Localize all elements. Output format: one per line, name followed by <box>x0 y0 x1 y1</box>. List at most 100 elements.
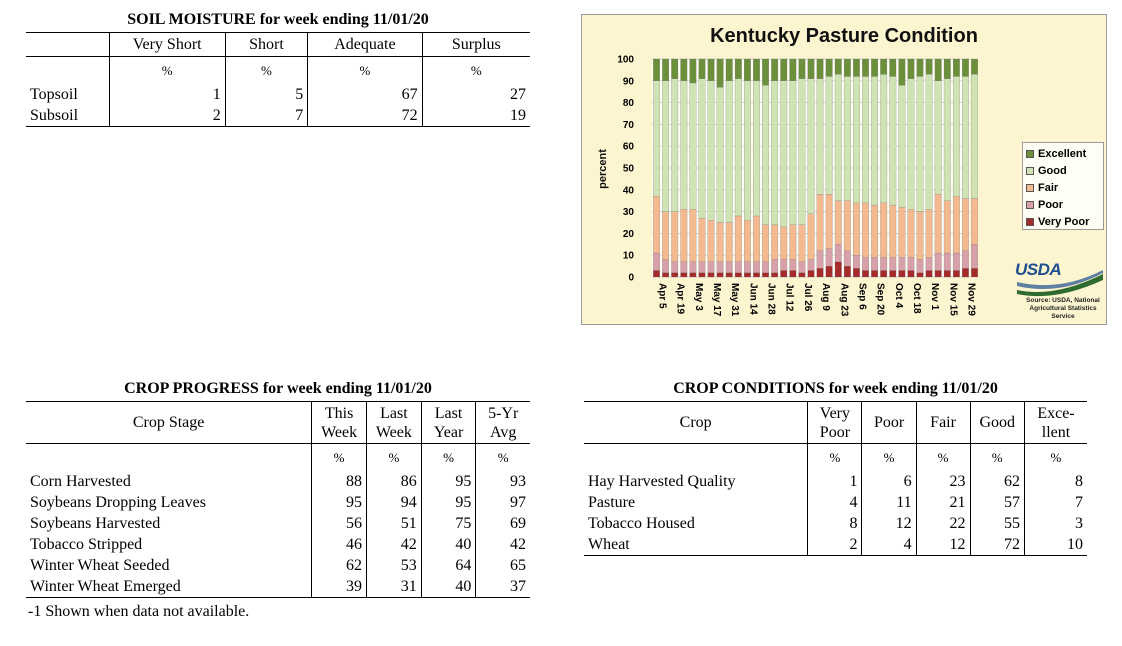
bar-segment-excellent <box>671 58 679 79</box>
cell-value: 94 <box>365 492 422 514</box>
bar-segment-excellent <box>816 58 824 79</box>
bar-segment-fair <box>816 194 824 251</box>
row-label: Topsoil <box>30 86 78 103</box>
bar-segment-excellent <box>880 58 888 75</box>
chart-ylabel: percent <box>597 149 609 189</box>
y-tick-label: 90 <box>623 76 635 87</box>
row-label: Pasture <box>588 494 636 511</box>
table-row: Winter Wheat Emerged 39 31 40 37 <box>26 576 530 598</box>
bar-segment-good <box>889 76 897 206</box>
bar-segment-fair <box>771 224 779 260</box>
x-tick-label: Nov 1 <box>929 283 940 311</box>
bar-segment-poor <box>862 257 869 271</box>
bar-segment-good <box>971 74 978 199</box>
table-row: Corn Harvested 88 86 95 93 <box>26 471 530 493</box>
bar-segment-good <box>871 76 878 206</box>
cell-value: 62 <box>969 471 1025 493</box>
bar-segment-very-poor <box>780 270 788 278</box>
bar-segment-good <box>934 80 942 195</box>
unit-label: % <box>1023 443 1087 472</box>
chart-canvas: Kentucky Pasture Condition percent 0 10 20… <box>597 25 978 317</box>
unit-label: % <box>311 443 367 472</box>
bar-segment-fair <box>762 224 769 262</box>
bar-segment-very-poor <box>798 272 806 278</box>
bar-segment-very-poor <box>689 272 697 278</box>
bar-segment-very-poor <box>889 270 897 278</box>
bar-segment-poor <box>925 257 933 271</box>
bar-segment-very-poor <box>853 268 860 278</box>
bar-segment-very-poor <box>862 270 869 278</box>
bar-segment-fair <box>871 204 878 258</box>
cell-value: 56 <box>311 513 367 535</box>
bar-segment-poor <box>744 261 751 273</box>
bar-segment-fair <box>907 209 915 258</box>
table-row: Wheat 2 4 12 72 10 <box>584 534 1087 556</box>
bar-segment-excellent <box>907 58 915 79</box>
crop-stage-header: Crop Stage <box>132 414 205 431</box>
header-very-poor: Very Poor <box>807 401 862 444</box>
bar-segment-poor <box>798 261 806 273</box>
bar-segment-good <box>762 85 769 225</box>
bar-segment-fair <box>753 215 760 262</box>
legend-swatch <box>1026 200 1034 209</box>
bar-segment-poor <box>771 259 779 273</box>
bar-segment-fair <box>689 209 697 262</box>
table-row: Tobacco Housed 8 12 22 55 3 <box>584 513 1087 535</box>
bar-segment-very-poor <box>753 272 760 278</box>
bar-segment-good <box>952 76 960 197</box>
y-tick-label: 0 <box>628 273 634 284</box>
bar-segment-poor <box>907 257 915 271</box>
bar-segment-excellent <box>834 58 842 75</box>
bar-segment-good <box>771 80 779 225</box>
bar-segment-good <box>716 87 724 223</box>
footnote: -1 Shown when data not available. <box>28 603 250 620</box>
cell-value: 12 <box>915 534 971 556</box>
x-tick-label: May 17 <box>711 283 722 317</box>
bar-segment-good <box>680 80 688 210</box>
bar-segment-excellent <box>889 58 897 77</box>
cell-value: 42 <box>365 534 422 556</box>
bar-segment-poor <box>780 259 788 271</box>
cell-value: 65 <box>475 555 530 577</box>
y-tick-label: 70 <box>623 120 635 131</box>
bar-segment-fair <box>671 211 679 262</box>
row-label: Soybeans Harvested <box>30 515 161 532</box>
bar-segment-fair <box>789 224 797 260</box>
bar-segment-very-poor <box>807 270 815 278</box>
cell-value: 53 <box>365 555 422 577</box>
header-fair: Fair <box>915 401 971 444</box>
bar-segment-very-poor <box>725 272 733 278</box>
crop-progress-section: CROP PROGRESS for week ending 11/01/20 C… <box>26 379 530 621</box>
header-last-year: Last Year <box>420 401 476 444</box>
cell-value: 31 <box>365 576 422 598</box>
bar-segment-poor <box>807 259 815 271</box>
cell-value: 95 <box>420 492 476 514</box>
bar-segment-very-poor <box>762 272 769 278</box>
row-label: Winter Wheat Seeded <box>30 557 170 574</box>
header-very-short: Very Short <box>108 32 226 57</box>
bar-segment-very-poor <box>943 270 951 278</box>
cell-value: 12 <box>861 513 917 535</box>
bar-segment-poor <box>825 248 833 267</box>
bar-segment-fair <box>834 200 842 245</box>
usda-source: Source: USDA, National Agricultural Stat… <box>1026 297 1100 320</box>
bar-segment-very-poor <box>871 270 878 278</box>
cell-value: 8 <box>807 513 862 535</box>
unit-label: % <box>365 443 422 472</box>
bar-segment-poor <box>962 250 969 269</box>
table-row: Tobacco Stripped 46 42 40 42 <box>26 534 530 556</box>
bar-segment-fair <box>825 194 833 249</box>
bar-segment-poor <box>716 261 724 273</box>
bar-segment-very-poor <box>825 265 833 278</box>
legend-label: Excellent <box>1038 147 1087 160</box>
cell-value: 75 <box>420 513 476 535</box>
cell-value: 69 <box>475 513 530 535</box>
bar-segment-good <box>907 78 915 210</box>
cell-value: 95 <box>420 471 476 493</box>
legend-swatch <box>1026 166 1034 175</box>
cell-value: 19 <box>421 105 530 127</box>
bar-segment-excellent <box>780 58 788 81</box>
header-poor: Poor <box>861 401 917 444</box>
bar-segment-poor <box>689 261 697 273</box>
cell-value: 2 <box>807 534 862 556</box>
